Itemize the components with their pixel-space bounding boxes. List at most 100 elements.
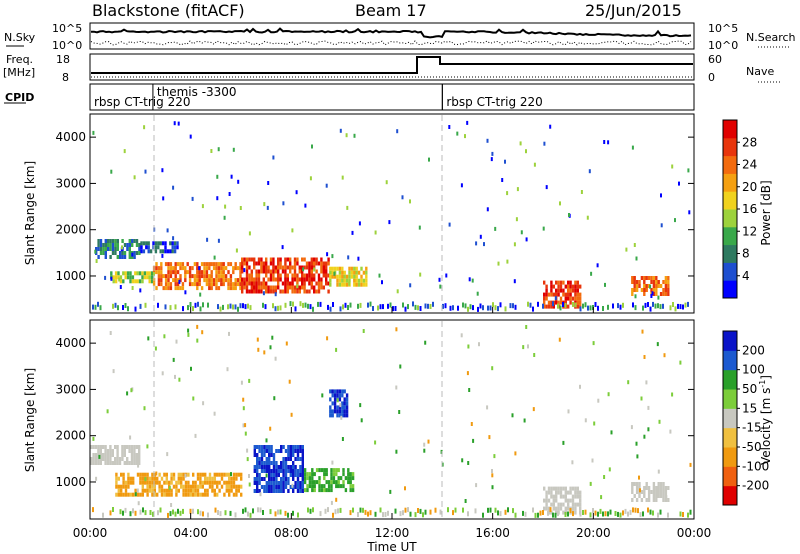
range-gate-cell	[331, 270, 334, 275]
range-gate-cell	[674, 218, 676, 223]
range-gate-cell	[336, 274, 339, 279]
range-gate-cell	[543, 141, 546, 146]
range-gate-cell	[282, 485, 285, 489]
range-gate-cell	[90, 457, 93, 461]
range-gate-cell	[253, 281, 256, 286]
range-gate-cell	[506, 259, 509, 264]
range-gate-cell	[142, 241, 146, 246]
range-gate-cell	[574, 288, 577, 293]
range-gate-cell	[232, 304, 234, 310]
range-gate-cell	[193, 282, 197, 287]
range-gate-cell	[111, 251, 115, 255]
range-gate-cell	[292, 449, 295, 453]
range-gate-cell	[177, 508, 179, 514]
range-gate-cell	[554, 296, 557, 301]
range-gate-cell	[362, 329, 365, 333]
range-gate-cell	[308, 480, 312, 485]
range-gate-cell	[667, 280, 670, 284]
range-gate-cell	[208, 266, 211, 271]
range-gate-cell	[199, 292, 202, 297]
range-gate-cell	[117, 488, 120, 493]
range-gate-cell	[239, 262, 242, 267]
range-gate-cell	[652, 494, 656, 498]
range-gate-cell	[120, 492, 123, 497]
range-gate-cell	[218, 472, 221, 477]
range-gate-cell	[357, 270, 361, 275]
range-gate-cell	[145, 241, 148, 246]
range-gate-cell	[172, 278, 175, 283]
range-gate-cell	[555, 498, 558, 503]
range-gate-cell	[248, 265, 251, 270]
range-gate-cell	[272, 465, 276, 469]
range-gate-cell	[642, 305, 644, 311]
range-gate-cell	[647, 486, 651, 490]
range-gate-cell	[543, 296, 546, 301]
range-gate-cell	[138, 449, 141, 453]
range-gate-cell	[94, 461, 98, 465]
range-gate-cell	[299, 301, 302, 307]
range-gate-cell	[194, 488, 197, 493]
range-gate-cell	[659, 490, 663, 494]
range-gate-cell	[287, 445, 290, 449]
range-gate-cell	[123, 445, 126, 449]
range-gate-cell	[532, 407, 535, 412]
range-gate-cell	[119, 279, 123, 284]
range-gate-cell	[111, 243, 115, 247]
range-gate-cell	[162, 196, 165, 201]
range-gate-cell	[310, 281, 313, 286]
range-gate-cell	[169, 241, 172, 246]
range-gate-cell	[277, 305, 279, 311]
range-gate-cell	[216, 480, 219, 485]
range-gate-cell	[187, 305, 189, 311]
range-gate-cell	[158, 472, 161, 477]
range-gate-cell	[104, 239, 107, 243]
range-gate-cell	[325, 277, 328, 282]
range-gate-cell	[555, 510, 558, 515]
range-gate-cell	[229, 262, 233, 267]
range-gate-cell	[127, 472, 130, 477]
range-gate-cell	[181, 286, 185, 291]
range-gate-cell	[576, 300, 579, 305]
range-gate-cell	[171, 241, 174, 246]
range-gate-cell	[305, 289, 309, 294]
range-gate-cell	[326, 336, 329, 341]
range-gate-cell	[131, 239, 134, 243]
range-gate-cell	[310, 261, 313, 266]
range-gate-cell	[104, 453, 107, 457]
range-gate-cell	[344, 476, 348, 481]
range-gate-cell	[257, 507, 259, 513]
sky-right-tick-bottom: 10^0	[708, 39, 738, 52]
range-gate-cell	[645, 380, 648, 385]
range-gate-cell	[232, 484, 236, 489]
range-gate-cell	[338, 413, 342, 418]
range-gate-cell	[317, 301, 319, 307]
range-gate-cell	[357, 303, 359, 309]
range-gate-cell	[207, 302, 209, 308]
range-gate-cell	[239, 286, 242, 291]
range-gate-cell	[175, 339, 178, 344]
range-gate-cell	[139, 303, 142, 309]
range-gate-cell	[268, 489, 271, 493]
range-gate-cell	[189, 508, 192, 514]
range-gate-cell	[102, 243, 105, 247]
range-gate-cell	[631, 292, 634, 296]
range-gate-cell	[550, 502, 553, 507]
range-gate-cell	[174, 266, 177, 271]
range-gate-cell	[95, 247, 98, 251]
range-gate-cell	[343, 389, 346, 394]
range-gate-cell	[647, 276, 651, 280]
range-gate-cell	[225, 484, 228, 489]
range-gate-cell	[248, 281, 251, 286]
range-gate-cell	[220, 266, 223, 271]
range-gate-cell	[582, 303, 584, 309]
range-gate-cell	[211, 488, 214, 493]
range-gate-cell	[135, 243, 139, 247]
range-gate-cell	[270, 485, 273, 489]
range-gate-cell	[394, 508, 397, 514]
range-gate-cell	[543, 506, 546, 511]
range-gate-cell	[576, 284, 579, 289]
range-gate-cell	[348, 278, 351, 283]
range-gate-cell	[212, 282, 216, 287]
range-gate-cell	[360, 282, 363, 287]
range-gate-cell	[153, 472, 156, 477]
